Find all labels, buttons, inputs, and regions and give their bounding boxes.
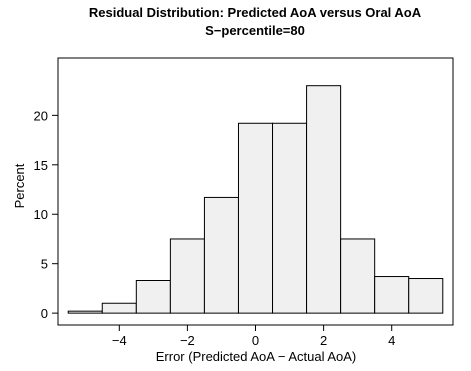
bars-group bbox=[67, 85, 444, 314]
y-tick-label-1: 5 bbox=[41, 257, 48, 272]
histogram-bar-7 bbox=[306, 85, 342, 314]
x-axis: −4 −2 0 2 4 bbox=[112, 325, 395, 348]
histogram-bar-8 bbox=[340, 238, 376, 314]
x-tick-label-3: 2 bbox=[320, 333, 327, 348]
x-tick-label-0: −4 bbox=[112, 333, 127, 348]
y-axis: 0 5 10 15 20 bbox=[34, 108, 58, 321]
chart-subtitle: S−percentile=80 bbox=[205, 23, 305, 38]
histogram-bar-10 bbox=[408, 278, 444, 314]
y-tick-label-3: 15 bbox=[34, 158, 48, 173]
histogram-bar-9 bbox=[374, 276, 410, 314]
y-tick-label-0: 0 bbox=[41, 306, 48, 321]
histogram-bar-0 bbox=[67, 310, 103, 314]
y-axis-label: Percent bbox=[12, 163, 27, 208]
y-tick-label-4: 20 bbox=[34, 108, 48, 123]
x-tick-label-4: 4 bbox=[388, 333, 395, 348]
histogram-bar-6 bbox=[272, 122, 308, 314]
histogram-bar-4 bbox=[203, 196, 239, 314]
x-tick-label-2: 0 bbox=[252, 333, 259, 348]
y-tick-label-2: 10 bbox=[34, 207, 48, 222]
histogram-bar-1 bbox=[101, 302, 137, 314]
histogram-bar-5 bbox=[237, 122, 274, 314]
x-axis-label: Error (Predicted AoA − Actual AoA) bbox=[156, 349, 357, 364]
histogram-bar-3 bbox=[169, 238, 205, 314]
histogram-bar-2 bbox=[135, 280, 171, 314]
x-tick-label-1: −2 bbox=[180, 333, 195, 348]
chart-title: Residual Distribution: Predicted AoA ver… bbox=[89, 5, 422, 20]
